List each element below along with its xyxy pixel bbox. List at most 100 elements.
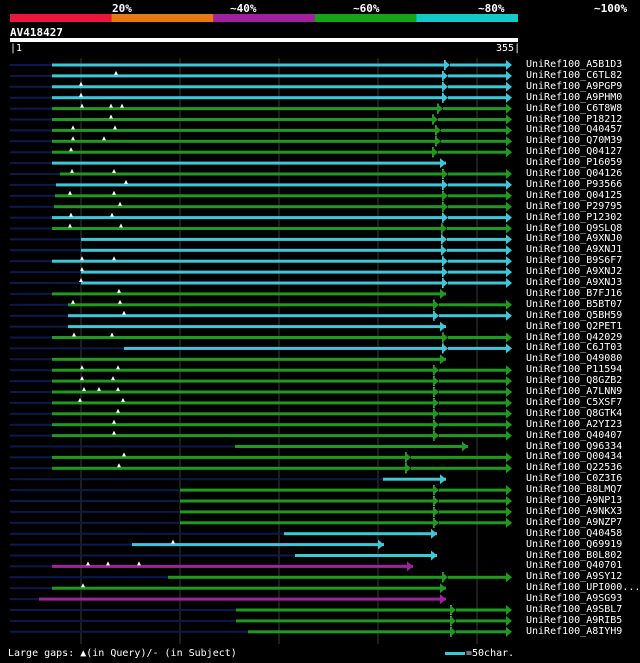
hit-label[interactable]: UniRef100_A9XNJ0 xyxy=(526,233,623,245)
hit-arrow xyxy=(442,278,448,288)
hit-label[interactable]: UniRef100_Q96334 xyxy=(526,440,623,452)
hit-label[interactable]: UniRef100_P16059 xyxy=(526,157,623,169)
hit-label[interactable]: UniRef100_C5XSF7 xyxy=(526,396,623,408)
hit-row xyxy=(10,60,512,70)
hit-label[interactable]: UniRef100_Q04126 xyxy=(526,168,623,179)
hit-label[interactable]: UniRef100_P11594 xyxy=(526,364,623,376)
hit-label[interactable]: UniRef100_A9NKX3 xyxy=(526,505,623,517)
hit-label[interactable]: UniRef100_Q9SLQ8 xyxy=(526,222,623,234)
hit-end-arrow xyxy=(506,179,512,190)
query-gap-marker xyxy=(117,288,121,293)
hit-bar xyxy=(180,499,437,503)
hit-label[interactable]: UniRef100_A9NZP7 xyxy=(526,516,623,528)
hit-label[interactable]: UniRef100_Q42029 xyxy=(526,331,623,343)
hit-label[interactable]: UniRef100_B5BT07 xyxy=(526,298,623,310)
hit-row xyxy=(10,430,512,441)
hit-bar xyxy=(295,554,437,557)
hit-end-arrow xyxy=(506,234,512,245)
hit-bar-extension xyxy=(439,488,508,492)
hit-row xyxy=(10,332,512,343)
hit-label[interactable]: UniRef100_Q40458 xyxy=(526,527,623,539)
hit-label[interactable]: UniRef100_A9NP13 xyxy=(526,495,623,506)
hit-label[interactable]: UniRef100_A9XNJ1 xyxy=(526,244,623,256)
hit-bar xyxy=(55,194,446,198)
hit-label[interactable]: UniRef100_Q5BH59 xyxy=(526,309,623,321)
query-gap-marker xyxy=(112,256,116,261)
hit-label[interactable]: UniRef100_Q69919 xyxy=(526,538,623,550)
hit-label[interactable]: UniRef100_Q2PET1 xyxy=(526,320,623,332)
hit-label[interactable]: UniRef100_Q40407 xyxy=(526,429,623,441)
hit-bar-extension xyxy=(439,390,508,394)
hit-label[interactable]: UniRef100_B8LMQ7 xyxy=(526,484,623,496)
hit-label[interactable]: UniRef100_B9S6F7 xyxy=(526,255,623,267)
hit-label[interactable]: UniRef100_A9SG93 xyxy=(526,593,623,605)
hit-label[interactable]: UniRef100_A9XNJ3 xyxy=(526,277,623,288)
hit-label[interactable]: UniRef100_UPI000... xyxy=(526,582,640,594)
hit-label[interactable]: UniRef100_A8IYH9 xyxy=(526,625,623,637)
hit-label[interactable]: UniRef100_P18212 xyxy=(526,113,623,125)
hit-end-arrow xyxy=(506,463,512,474)
hit-label[interactable]: UniRef100_Q40457 xyxy=(526,124,623,136)
hit-arrow xyxy=(433,408,439,419)
hit-label[interactable]: UniRef100_P93566 xyxy=(526,178,623,190)
hit-label[interactable]: UniRef100_Q8GZB2 xyxy=(526,375,623,387)
hit-bar xyxy=(236,619,454,623)
hit-end-arrow xyxy=(440,594,446,605)
query-gap-marker xyxy=(71,125,75,130)
hit-label[interactable]: UniRef100_C6T8W8 xyxy=(526,102,623,114)
hit-arrow xyxy=(435,125,441,136)
hit-end-arrow xyxy=(506,365,512,376)
hit-end-arrow xyxy=(506,517,512,528)
hit-end-arrow xyxy=(440,583,446,594)
hit-label[interactable]: UniRef100_Q04127 xyxy=(526,146,623,158)
query-title: AV418427 xyxy=(10,26,63,39)
legend-label: 20% xyxy=(112,2,132,15)
hit-bar xyxy=(52,85,446,89)
query-gap-marker xyxy=(113,125,117,130)
hit-label[interactable]: UniRef100_B7FJ16 xyxy=(526,287,623,299)
hit-label[interactable]: UniRef100_A9PGP9 xyxy=(526,80,623,92)
hit-label[interactable]: UniRef100_A2YI23 xyxy=(526,418,623,430)
hit-row xyxy=(10,201,512,212)
hit-bar-extension xyxy=(448,183,508,187)
hit-label[interactable]: UniRef100_A9PHM0 xyxy=(526,91,623,103)
hit-label[interactable]: UniRef100_A9SBL7 xyxy=(526,604,623,615)
hit-arrow xyxy=(450,615,456,626)
hit-label[interactable]: UniRef100_Q8GTK4 xyxy=(526,407,623,419)
query-gap-marker xyxy=(116,387,120,391)
hit-bar xyxy=(235,445,468,448)
hit-row xyxy=(10,506,512,517)
hit-label[interactable]: UniRef100_B0L802 xyxy=(526,549,623,561)
hit-end-arrow xyxy=(506,332,512,343)
query-gap-marker xyxy=(70,169,74,173)
hit-label[interactable]: UniRef100_P12302 xyxy=(526,211,623,223)
hit-bar-extension xyxy=(439,379,508,383)
hit-label[interactable]: UniRef100_Q49080 xyxy=(526,353,623,365)
hit-label[interactable]: UniRef100_A9RIB5 xyxy=(526,614,623,626)
hit-end-arrow xyxy=(506,190,512,201)
hit-label[interactable]: UniRef100_Q00434 xyxy=(526,451,623,463)
hit-label[interactable]: UniRef100_C6JT03 xyxy=(526,342,623,354)
hit-end-arrow xyxy=(440,158,446,169)
hit-label[interactable]: UniRef100_P29795 xyxy=(526,200,623,212)
hit-label[interactable]: UniRef100_Q22536 xyxy=(526,462,623,474)
hit-arrow xyxy=(442,332,448,343)
query-gap-marker xyxy=(80,256,84,261)
hit-bar-extension xyxy=(456,619,508,623)
hit-label[interactable]: UniRef100_Q04125 xyxy=(526,189,623,201)
hit-arrow xyxy=(433,517,439,528)
query-gap-marker xyxy=(68,190,72,195)
hit-row xyxy=(10,288,446,299)
hit-label[interactable]: UniRef100_C6TL82 xyxy=(526,69,623,81)
hit-label[interactable]: UniRef100_A5B1D3 xyxy=(526,59,623,70)
hit-end-arrow xyxy=(506,136,512,147)
hit-label[interactable]: UniRef100_A9SY12 xyxy=(526,571,623,583)
hit-label[interactable]: UniRef100_Q40701 xyxy=(526,560,623,572)
query-gap-marker xyxy=(117,463,121,468)
hit-label[interactable]: UniRef100_A7LNN9 xyxy=(526,386,623,397)
hit-label[interactable]: UniRef100_C0Z3I6 xyxy=(526,473,623,485)
hit-row xyxy=(10,343,512,354)
legend-label: ~100% xyxy=(594,2,628,15)
hit-label[interactable]: UniRef100_A9XNJ2 xyxy=(526,266,623,278)
hit-label[interactable]: UniRef100_Q70M39 xyxy=(526,135,623,147)
